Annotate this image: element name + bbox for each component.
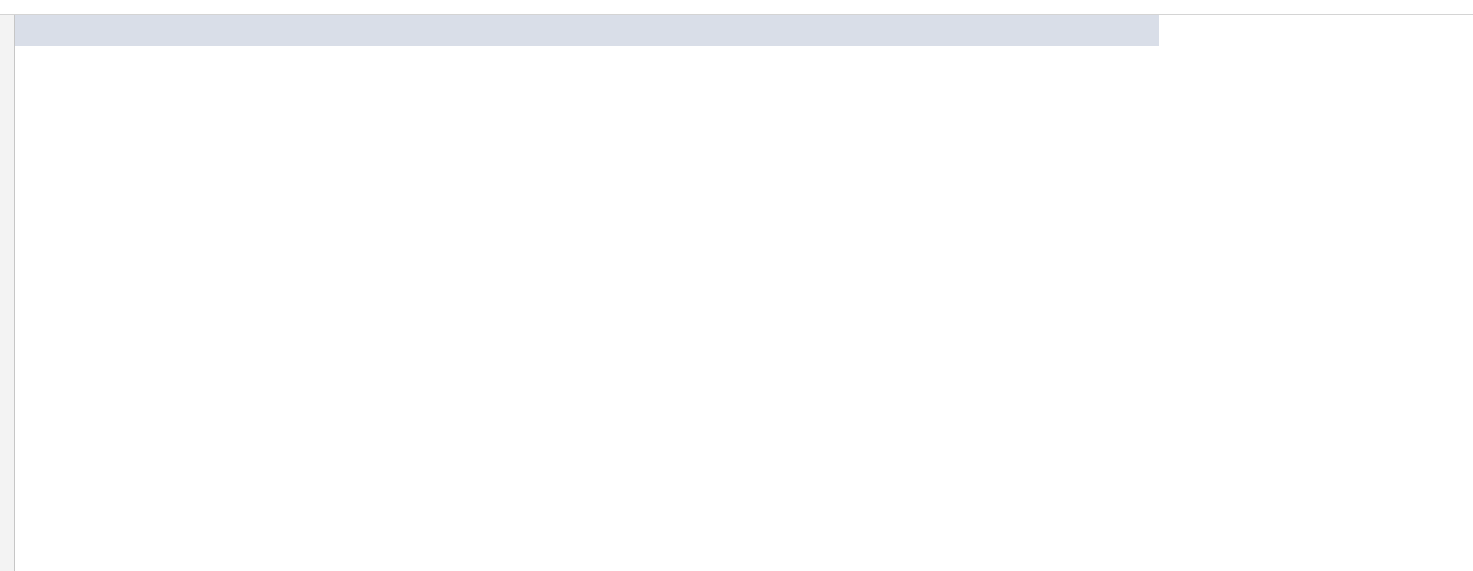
header-row-band xyxy=(15,15,1159,46)
column-header-strip[interactable] xyxy=(0,0,1473,15)
row-header-column[interactable] xyxy=(0,15,15,571)
cell-grid[interactable] xyxy=(15,15,1473,571)
